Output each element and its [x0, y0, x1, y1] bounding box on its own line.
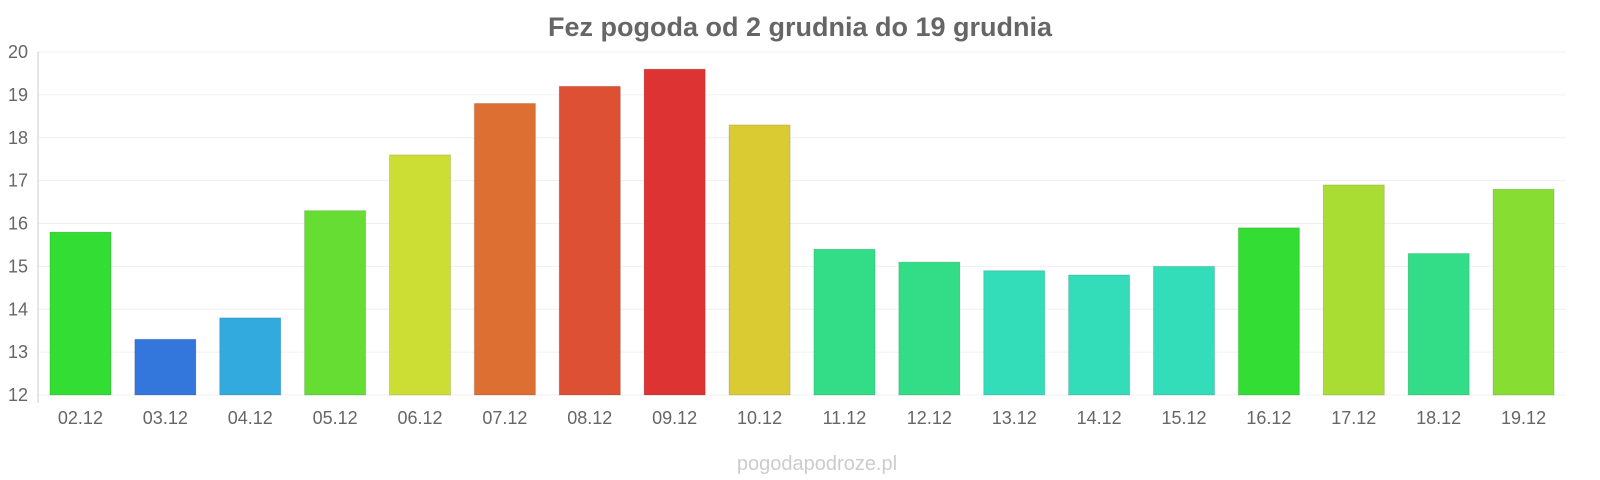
x-tick-label: 03.12	[143, 408, 188, 428]
bar-07.12	[473, 102, 536, 396]
x-tick-label: 17.12	[1331, 408, 1376, 428]
y-tick-label: 19	[8, 85, 28, 105]
x-tick-label: 12.12	[907, 408, 952, 428]
watermark: pogodapodroze.pl	[737, 453, 897, 475]
bar-18.12	[1407, 253, 1470, 396]
bar-05.12	[304, 210, 367, 396]
bars-layer	[49, 68, 1555, 396]
bar-13.12	[983, 270, 1046, 396]
chart-title: Fez pogoda od 2 grudnia do 19 grudnia	[548, 12, 1053, 42]
y-tick-label: 20	[8, 42, 28, 62]
y-tick-label: 15	[8, 256, 28, 276]
bar-11.12	[813, 248, 876, 396]
grid-layer	[38, 51, 1566, 396]
bar-09.12	[643, 68, 706, 396]
bar-19.12	[1492, 188, 1555, 396]
bar-15.12	[1152, 265, 1216, 396]
x-tick-label: 07.12	[482, 408, 527, 428]
y-tick-label: 12	[8, 385, 28, 405]
bar-14.12	[1068, 274, 1131, 396]
bar-06.12	[388, 154, 452, 396]
y-axis: 12 13 14 15 16 17 18 19 20	[8, 42, 39, 405]
bar-16.12	[1237, 227, 1300, 396]
x-tick-label: 06.12	[397, 408, 442, 428]
bar-03.12	[134, 338, 197, 396]
bar-04.12	[219, 317, 282, 396]
y-tick-label: 18	[8, 128, 28, 148]
x-axis: 02.12 03.12 04.12 05.12 06.12 07.12 08.12 09.12…	[58, 408, 1546, 428]
x-tick-label: 15.12	[1161, 408, 1206, 428]
x-tick-label: 14.12	[1077, 408, 1122, 428]
bar-02.12	[49, 231, 112, 396]
bar-10.12	[728, 124, 791, 396]
x-tick-label: 18.12	[1416, 408, 1461, 428]
x-tick-label: 19.12	[1501, 408, 1546, 428]
y-tick-label: 14	[8, 299, 28, 319]
x-tick-label: 09.12	[652, 408, 697, 428]
y-tick-label: 17	[8, 171, 28, 191]
bar-08.12	[558, 85, 621, 396]
y-tick-label: 16	[8, 214, 28, 234]
x-tick-label: 11.12	[823, 408, 867, 428]
x-tick-label: 16.12	[1246, 408, 1291, 428]
x-tick-label: 02.12	[58, 408, 103, 428]
x-tick-label: 10.12	[737, 408, 782, 428]
bar-12.12	[898, 261, 961, 396]
y-tick-label: 13	[8, 342, 28, 362]
x-tick-label: 04.12	[228, 408, 273, 428]
x-tick-label: 13.12	[992, 408, 1037, 428]
bar-17.12	[1322, 184, 1385, 396]
x-tick-label: 05.12	[313, 408, 358, 428]
x-tick-label: 08.12	[567, 408, 612, 428]
